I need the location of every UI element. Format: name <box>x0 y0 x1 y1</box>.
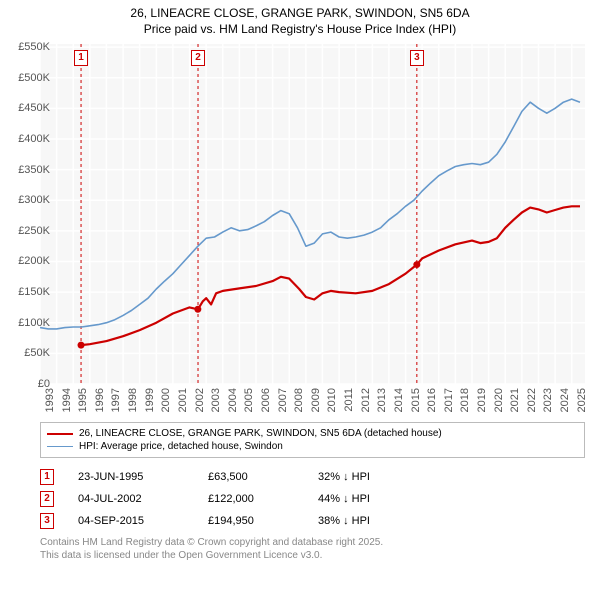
transaction-marker: 1 <box>40 469 54 485</box>
x-tick-label: 1995 <box>77 388 89 412</box>
transaction-date: 23-JUN-1995 <box>78 471 208 483</box>
y-tick-label: £300K <box>4 194 50 206</box>
legend-swatch <box>47 446 73 447</box>
x-tick-label: 2010 <box>326 388 338 412</box>
legend-row: HPI: Average price, detached house, Swin… <box>47 440 578 453</box>
chart-marker: 2 <box>191 50 205 66</box>
x-tick-label: 2018 <box>459 388 471 412</box>
x-tick-label: 1994 <box>61 388 73 412</box>
x-tick-label: 2014 <box>393 388 405 412</box>
x-tick-label: 1996 <box>94 388 106 412</box>
x-tick-label: 2004 <box>227 388 239 412</box>
x-tick-label: 2021 <box>509 388 521 412</box>
title-line-1: 26, LINEACRE CLOSE, GRANGE PARK, SWINDON… <box>0 6 600 22</box>
x-tick-label: 2015 <box>410 388 422 412</box>
title-block: 26, LINEACRE CLOSE, GRANGE PARK, SWINDON… <box>0 0 600 37</box>
x-tick-label: 2016 <box>426 388 438 412</box>
x-tick-label: 2001 <box>177 388 189 412</box>
footer-line-1: Contains HM Land Registry data © Crown c… <box>40 536 383 549</box>
x-tick-label: 2005 <box>243 388 255 412</box>
x-tick-label: 2023 <box>542 388 554 412</box>
x-tick-label: 1997 <box>110 388 122 412</box>
x-tick-label: 2012 <box>360 388 372 412</box>
x-tick-label: 2019 <box>476 388 488 412</box>
x-tick-label: 1999 <box>144 388 156 412</box>
x-tick-label: 2008 <box>293 388 305 412</box>
transaction-row: 2 04-JUL-2002£122,00044% ↓ HPI <box>40 488 428 510</box>
transaction-delta: 32% ↓ HPI <box>318 471 428 483</box>
x-tick-label: 2013 <box>376 388 388 412</box>
x-tick-label: 2007 <box>277 388 289 412</box>
footer: Contains HM Land Registry data © Crown c… <box>40 536 383 562</box>
transaction-delta: 38% ↓ HPI <box>318 515 428 527</box>
y-tick-label: £50K <box>4 347 50 359</box>
x-tick-label: 2011 <box>343 388 355 412</box>
legend-swatch <box>47 433 73 435</box>
legend-row: 26, LINEACRE CLOSE, GRANGE PARK, SWINDON… <box>47 427 578 440</box>
transaction-date: 04-SEP-2015 <box>78 515 208 527</box>
chart-marker: 1 <box>74 50 88 66</box>
x-tick-label: 2020 <box>493 388 505 412</box>
y-tick-label: £450K <box>4 102 50 114</box>
transaction-price: £122,000 <box>208 493 318 505</box>
footer-line-2: This data is licensed under the Open Gov… <box>40 549 383 562</box>
transaction-marker: 3 <box>40 513 54 529</box>
transactions-table: 1 23-JUN-1995£63,50032% ↓ HPI 2 04-JUL-2002… <box>40 466 428 532</box>
x-tick-label: 2006 <box>260 388 272 412</box>
x-tick-label: 2024 <box>559 388 571 412</box>
x-tick-label: 2000 <box>160 388 172 412</box>
y-tick-label: £100K <box>4 317 50 329</box>
transaction-price: £194,950 <box>208 515 318 527</box>
x-tick-label: 2017 <box>443 388 455 412</box>
legend-label: 26, LINEACRE CLOSE, GRANGE PARK, SWINDON… <box>79 428 442 439</box>
y-tick-label: £150K <box>4 286 50 298</box>
x-tick-label: 2003 <box>210 388 222 412</box>
title-line-2: Price paid vs. HM Land Registry's House … <box>0 22 600 38</box>
y-tick-label: £550K <box>4 41 50 53</box>
transaction-marker: 2 <box>40 491 54 507</box>
transaction-row: 1 23-JUN-1995£63,50032% ↓ HPI <box>40 466 428 488</box>
transaction-row: 3 04-SEP-2015£194,95038% ↓ HPI <box>40 510 428 532</box>
x-tick-label: 1993 <box>44 388 56 412</box>
x-tick-label: 2002 <box>194 388 206 412</box>
x-tick-label: 2025 <box>576 388 588 412</box>
legend-label: HPI: Average price, detached house, Swin… <box>79 441 283 452</box>
x-tick-label: 2009 <box>310 388 322 412</box>
chart-container: 26, LINEACRE CLOSE, GRANGE PARK, SWINDON… <box>0 0 600 590</box>
chart-marker: 3 <box>410 50 424 66</box>
transaction-date: 04-JUL-2002 <box>78 493 208 505</box>
plot-svg <box>40 44 585 384</box>
y-tick-label: £400K <box>4 133 50 145</box>
legend: 26, LINEACRE CLOSE, GRANGE PARK, SWINDON… <box>40 422 585 458</box>
y-tick-label: £350K <box>4 164 50 176</box>
y-tick-label: £200K <box>4 255 50 267</box>
y-tick-label: £500K <box>4 72 50 84</box>
transaction-delta: 44% ↓ HPI <box>318 493 428 505</box>
y-tick-label: £250K <box>4 225 50 237</box>
x-tick-label: 2022 <box>526 388 538 412</box>
transaction-price: £63,500 <box>208 471 318 483</box>
chart-area <box>40 44 585 384</box>
x-tick-label: 1998 <box>127 388 139 412</box>
